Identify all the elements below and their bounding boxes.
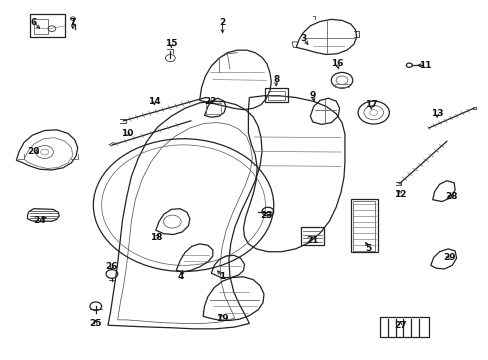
Bar (30, 14, 65, 37)
Text: 7: 7 (69, 18, 76, 27)
Text: 6: 6 (31, 18, 37, 27)
Bar (379, 318, 428, 337)
Text: 25: 25 (89, 319, 102, 328)
Text: 10: 10 (121, 129, 133, 138)
Text: 28: 28 (445, 192, 457, 201)
Text: 20: 20 (28, 147, 40, 156)
Text: 5: 5 (365, 244, 371, 253)
Text: 18: 18 (150, 233, 163, 242)
Text: 15: 15 (165, 39, 177, 48)
Text: 16: 16 (330, 59, 343, 68)
Bar (300, 227, 324, 245)
Text: 29: 29 (442, 253, 455, 262)
Text: 26: 26 (105, 262, 118, 271)
Text: 11: 11 (418, 61, 430, 70)
Bar (264, 88, 288, 102)
Text: 23: 23 (260, 211, 272, 220)
Bar (267, 91, 285, 100)
Text: 19: 19 (216, 314, 228, 323)
Text: 14: 14 (148, 96, 160, 105)
Bar (34, 19, 48, 34)
Text: 4: 4 (178, 272, 184, 281)
Text: 24: 24 (33, 216, 46, 225)
Bar (334, 84, 348, 87)
Bar (350, 199, 377, 252)
Text: 12: 12 (393, 190, 406, 199)
Text: 13: 13 (430, 109, 443, 118)
Text: 3: 3 (299, 34, 305, 43)
Text: 9: 9 (309, 91, 315, 100)
Text: 22: 22 (203, 96, 216, 105)
Bar (352, 201, 374, 251)
Text: 8: 8 (272, 75, 279, 84)
Text: 17: 17 (364, 100, 377, 109)
Text: 2: 2 (219, 18, 225, 27)
Text: 27: 27 (393, 321, 406, 330)
Bar (206, 103, 221, 114)
Text: 21: 21 (306, 237, 318, 246)
Text: 1: 1 (219, 272, 225, 281)
